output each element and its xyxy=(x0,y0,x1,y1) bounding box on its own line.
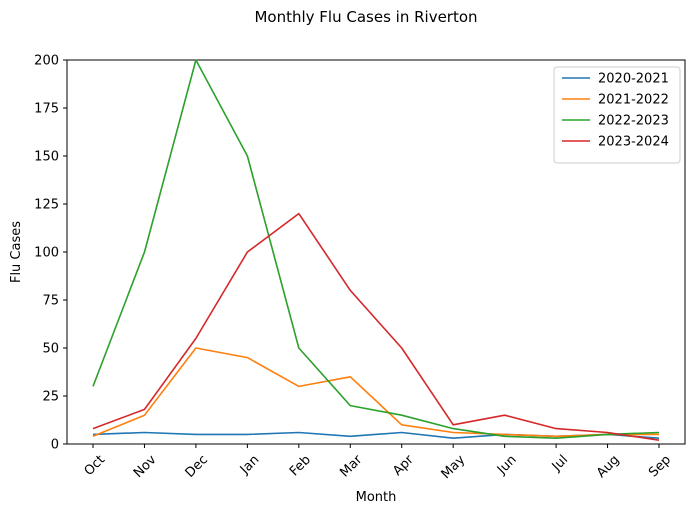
y-axis-label: Flu Cases xyxy=(9,221,24,283)
x-tick-label: Jan xyxy=(237,452,262,477)
y-tick-label: 25 xyxy=(42,390,59,405)
y-tick-label: 50 xyxy=(42,342,59,357)
series-line-2021-2022 xyxy=(92,347,659,438)
x-axis: Oct Nov Dec Jan Feb Mar Apr May Jun Jul Aug Sep xyxy=(82,444,674,482)
legend-entry: 2023-2024 xyxy=(598,135,669,150)
y-tick-label: 150 xyxy=(34,150,59,165)
legend-entry: 2021-2022 xyxy=(598,93,669,108)
y-tick-label: 75 xyxy=(42,294,59,309)
x-axis-label: Month xyxy=(356,490,397,505)
chart-title: Monthly Flu Cases in Riverton xyxy=(254,8,477,26)
y-axis: 0 25 50 75 100 125 150 175 200 xyxy=(34,54,67,453)
series-line-2023-2024 xyxy=(92,212,660,441)
x-tick-label: Oct xyxy=(82,452,109,479)
x-tick-label: Feb xyxy=(287,452,314,479)
x-tick-label: Dec xyxy=(183,452,211,480)
y-tick-label: 125 xyxy=(34,198,59,213)
x-tick-label: Jul xyxy=(549,452,571,474)
legend-box xyxy=(553,66,681,164)
y-tick-label: 100 xyxy=(34,246,59,261)
y-tick-label: 0 xyxy=(51,438,59,453)
x-tick-label: Mar xyxy=(337,452,365,480)
legend-entry: 2022-2023 xyxy=(598,114,669,129)
x-tick-label: Sep xyxy=(646,452,674,480)
legend: 2020-2021 2021-2022 2022-2023 2023-2024 xyxy=(553,66,681,164)
y-tick-label: 200 xyxy=(34,54,59,69)
series-line-2022-2023 xyxy=(92,59,660,440)
x-tick-label: May xyxy=(439,452,469,482)
series-lines xyxy=(92,59,660,441)
x-tick-label: Apr xyxy=(390,452,417,479)
x-tick-label: Jun xyxy=(494,452,520,478)
y-tick-label: 175 xyxy=(34,102,59,117)
x-tick-label: Aug xyxy=(594,452,623,481)
x-tick-label: Nov xyxy=(131,452,160,481)
legend-entry: 2020-2021 xyxy=(598,72,669,87)
